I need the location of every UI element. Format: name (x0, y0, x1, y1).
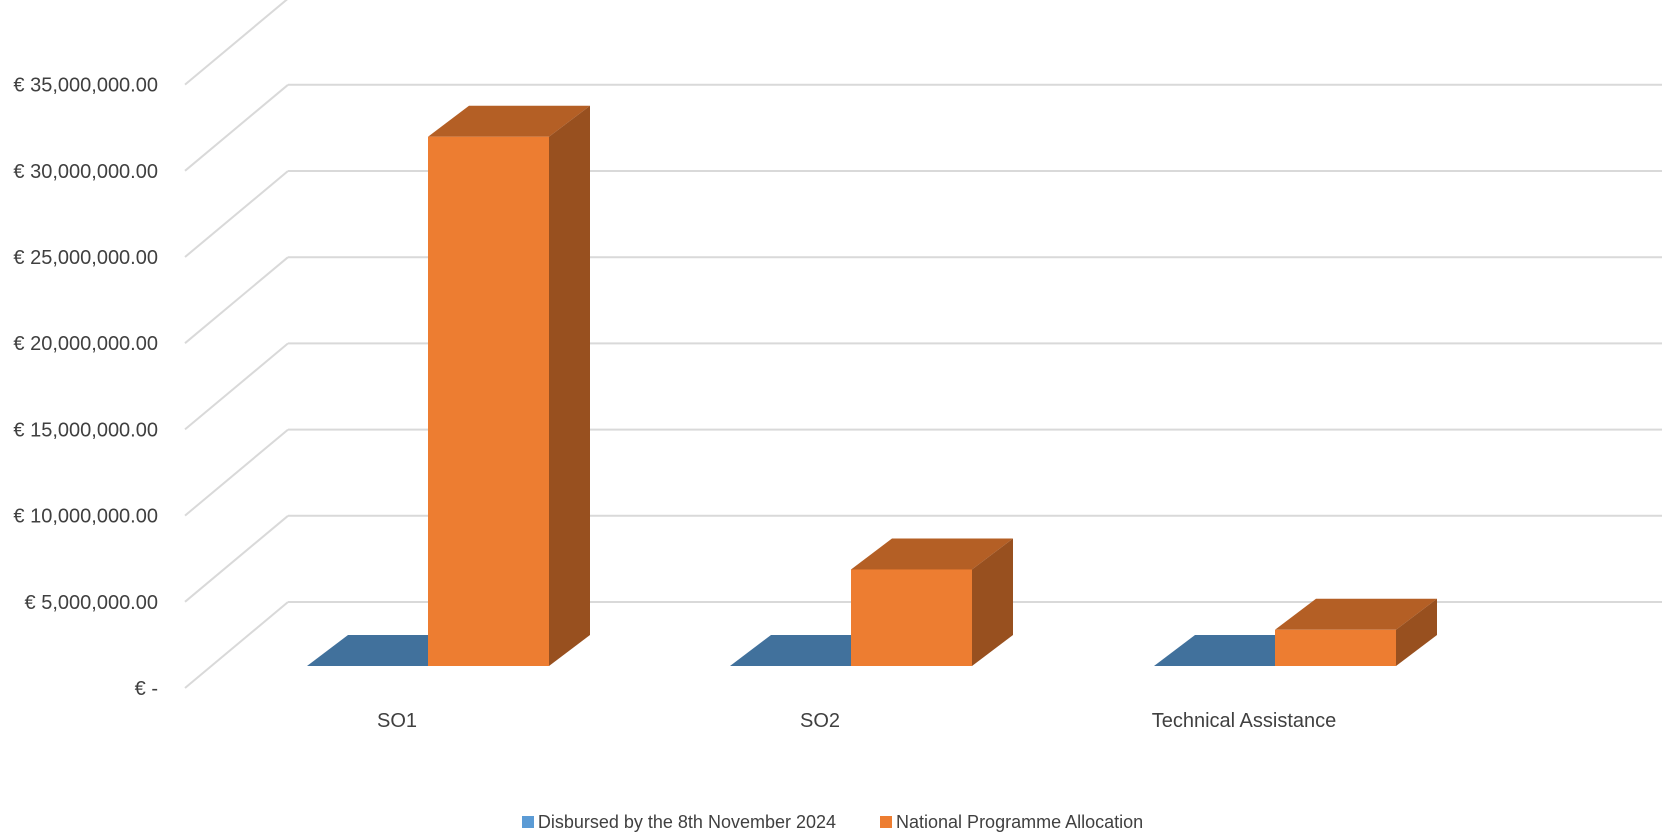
chart-area: € - € 5,000,000.00 € 10,000,000.00 € 15,000… (13, 0, 1662, 732)
gridline-depth (184, 0, 288, 86)
gridline-depth (184, 428, 289, 517)
bar-allocation (1275, 629, 1396, 666)
bar-allocation (851, 569, 972, 666)
bar-top-allocation (428, 105, 590, 137)
gridline-depth (184, 601, 289, 689)
y-tick-label: € 35,000,000.00 (13, 75, 158, 97)
category-label: SO1 (377, 710, 417, 732)
category-label: SO2 (800, 710, 840, 732)
gridline-depth (184, 515, 289, 603)
legend-item-allocation: National Programme Allocation (880, 812, 1143, 833)
legend-label-disbursed: Disbursed by the 8th November 2024 (537, 811, 837, 832)
bar-allocation (428, 136, 549, 666)
bars (307, 105, 1437, 667)
bar-side-allocation (549, 105, 590, 667)
legend-label-allocation: National Programme Allocation (896, 811, 1144, 832)
bar-side-allocation (972, 538, 1013, 666)
x-axis-category-labels: SO1 SO2 Technical Assistance (377, 710, 1336, 732)
gridline-depth (184, 170, 289, 258)
legend-swatch-allocation (880, 816, 893, 828)
y-tick-label: € 10,000,000.00 (13, 506, 158, 528)
y-tick-label: € 20,000,000.00 (13, 333, 158, 355)
y-tick-label: € 25,000,000.00 (13, 247, 158, 269)
y-tick-label: € 5,000,000.00 (25, 592, 158, 614)
y-tick-label: € 15,000,000.00 (13, 419, 158, 441)
category-label: Technical Assistance (1152, 710, 1337, 732)
bar-side-allocation (1396, 598, 1437, 666)
y-tick-label: € - (135, 678, 158, 700)
gridline-depth (184, 342, 289, 431)
bar-top-allocation (851, 538, 1013, 570)
gridline-depth (184, 84, 289, 172)
y-axis-tick-labels: € - € 5,000,000.00 € 10,000,000.00 € 15,000… (13, 75, 158, 700)
gridline-depth (184, 256, 289, 344)
legend-item-disbursed: Disbursed by the 8th November 2024 (521, 811, 837, 833)
bar-top-allocation (1275, 598, 1437, 630)
legend-swatch-disbursed (521, 816, 534, 828)
y-tick-label: € 30,000,000.00 (13, 161, 158, 183)
legend: Disbursed by the 8th November 2024 Natio… (0, 808, 1665, 836)
